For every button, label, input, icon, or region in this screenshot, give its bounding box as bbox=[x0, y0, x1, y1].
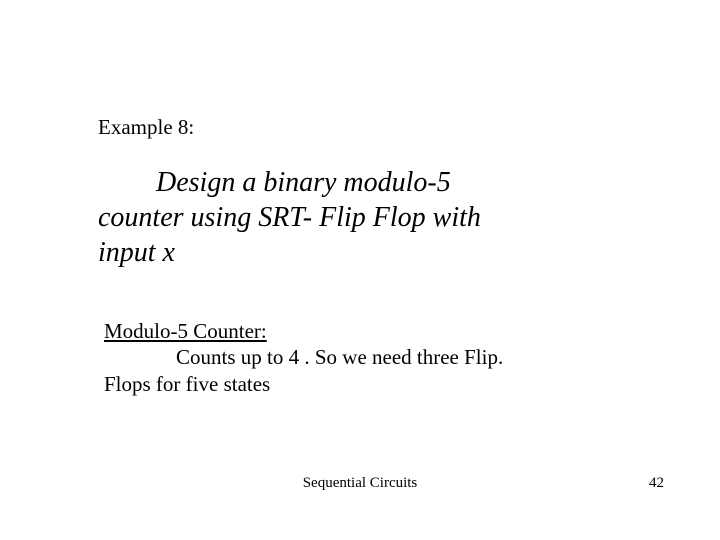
title-line-3: input x bbox=[98, 235, 598, 270]
page-number: 42 bbox=[649, 475, 664, 492]
body-text: Modulo-5 Counter: Counts up to 4 . So we… bbox=[104, 318, 604, 397]
title-line-1: Design a binary modulo-5 bbox=[98, 165, 598, 200]
slide-title: Design a binary modulo-5 counter using S… bbox=[98, 165, 598, 270]
slide: Example 8: Design a binary modulo-5 coun… bbox=[0, 0, 720, 540]
body-subhead-text: Modulo-5 Counter: bbox=[104, 319, 267, 343]
footer-title: Sequential Circuits bbox=[0, 475, 720, 492]
body-line-2: Counts up to 4 . So we need three Flip. bbox=[104, 344, 604, 370]
example-heading: Example 8: bbox=[98, 115, 194, 140]
title-line-2: counter using SRT- Flip Flop with bbox=[98, 200, 598, 235]
body-subhead: Modulo-5 Counter: bbox=[104, 318, 604, 344]
body-line-3: Flops for five states bbox=[104, 371, 604, 397]
